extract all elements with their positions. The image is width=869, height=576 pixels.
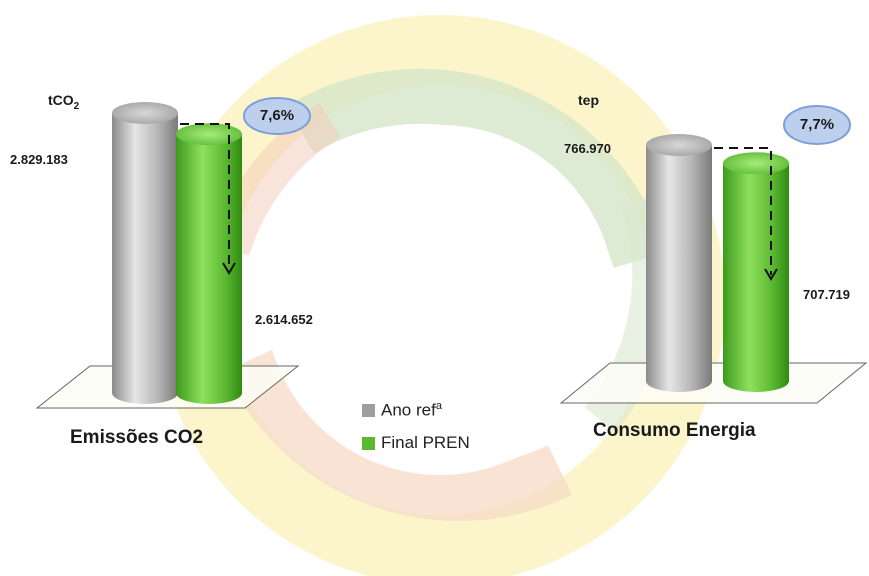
bar-final-energy-top: [723, 152, 789, 175]
reduction-label-energy: 7,7%: [799, 116, 835, 133]
chart-energy: [559, 105, 868, 404]
reduction-badge-energy: [783, 105, 851, 145]
chart-title-energy: Consumo Energia: [593, 420, 756, 441]
bar-final-emissions: [176, 134, 242, 404]
bar-ref-energy: [646, 145, 712, 392]
legend-label-final: Final PREN: [381, 433, 470, 452]
unit-label-energy: tep: [578, 92, 599, 108]
bar-ref-emissions: [112, 113, 178, 404]
legend-item-final: Final PREN: [362, 433, 470, 453]
reduction-arrowhead-energy: [764, 268, 778, 281]
chart-emissions: [35, 97, 311, 409]
legend-swatch-ref: [362, 403, 375, 417]
reduction-arrow-emissions: [180, 123, 230, 269]
background-swirl: [155, 15, 725, 576]
data-label-ref-energy: 766.970: [564, 141, 611, 156]
reduction-arrowhead-emissions: [222, 262, 236, 275]
bar-final-energy: [723, 163, 789, 392]
chart-title-emissions: Emissões CO2: [70, 427, 204, 448]
data-label-final-energy: 707.719: [803, 287, 850, 302]
data-label-final-emissions: 2.614.652: [255, 312, 313, 327]
unit-label-emissions: tCO2: [48, 92, 80, 112]
data-label-ref-emissions: 2.829.183: [10, 152, 68, 167]
legend-item-ref: Ano refa: [362, 400, 442, 421]
bar-ref-emissions-top: [112, 102, 178, 124]
reduction-label-emissions: 7,6%: [259, 107, 295, 124]
legend-swatch-final: [362, 436, 375, 450]
bar-ref-energy-top: [646, 134, 712, 156]
bar-final-emissions-top: [176, 123, 242, 146]
reduction-badge-emissions: [243, 97, 311, 135]
reduction-arrow-energy: [714, 147, 772, 275]
chart-floor-energy: [559, 362, 868, 404]
legend-label-ref: Ano refa: [381, 400, 442, 420]
